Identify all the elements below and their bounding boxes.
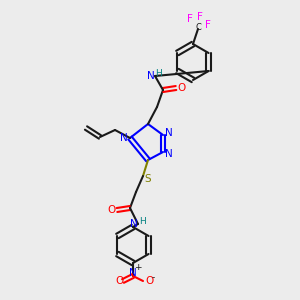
Text: H: H [139,218,145,226]
Text: O: O [145,276,153,286]
Text: O: O [115,276,123,286]
Text: C: C [195,23,201,32]
Text: +: + [134,263,142,272]
Text: H: H [156,70,162,79]
Text: N: N [147,71,155,81]
Text: N: N [165,149,173,159]
Text: N: N [129,268,137,278]
Text: O: O [177,83,185,93]
Text: N: N [120,133,128,143]
Text: N: N [165,128,173,138]
Text: O: O [108,205,116,215]
Text: F: F [197,12,203,22]
Text: F: F [187,14,193,24]
Text: N: N [130,219,138,229]
Text: -: - [152,274,154,283]
Text: S: S [145,174,151,184]
Text: F: F [205,20,211,30]
